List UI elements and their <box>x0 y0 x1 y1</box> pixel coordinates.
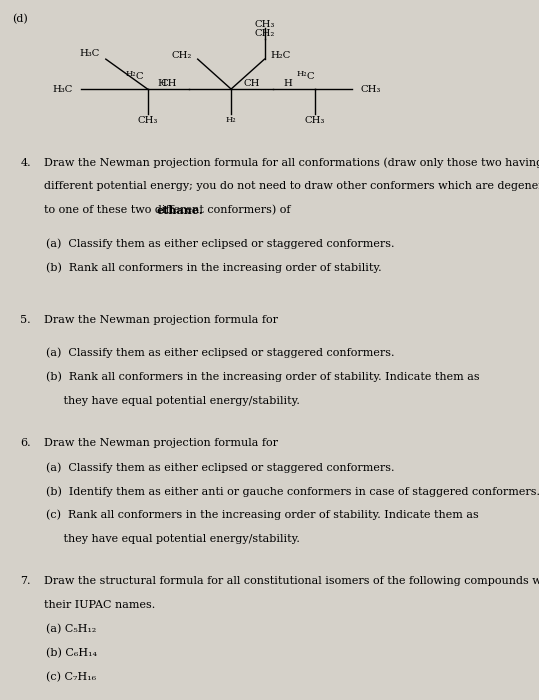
Text: Draw the structural formula for all constitutional isomers of the following comp: Draw the structural formula for all cons… <box>44 576 539 587</box>
Text: (b)  Identify them as either anti or gauche conformers in case of staggered conf: (b) Identify them as either anti or gauc… <box>46 486 539 496</box>
Text: (b)  Rank all conformers in the increasing order of stability. Indicate them as: (b) Rank all conformers in the increasin… <box>46 372 483 382</box>
Text: 5.: 5. <box>20 314 31 325</box>
Text: CH: CH <box>244 79 260 88</box>
Text: CH₃: CH₃ <box>254 20 275 29</box>
Text: Draw the Newman projection formula for: Draw the Newman projection formula for <box>44 438 282 448</box>
Text: to one of these two different conformers) of: to one of these two different conformers… <box>44 205 294 216</box>
Text: different potential energy; you do not need to draw other conformers which are d: different potential energy; you do not n… <box>44 181 539 191</box>
Text: CH₃: CH₃ <box>305 116 325 125</box>
Text: H₃C: H₃C <box>52 85 72 94</box>
Text: CH₃: CH₃ <box>137 116 158 125</box>
Text: (c) C₇H₁₆: (c) C₇H₁₆ <box>46 671 96 682</box>
Text: (b) C₆H₁₄: (b) C₆H₁₄ <box>46 648 97 658</box>
Text: H₂C: H₂C <box>271 50 291 60</box>
Text: CH₃: CH₃ <box>361 85 381 94</box>
Text: they have equal potential energy/stability.: they have equal potential energy/stabili… <box>46 533 300 543</box>
Text: 4.: 4. <box>20 158 31 167</box>
Text: (d): (d) <box>12 14 27 24</box>
Text: (a)  Classify them as either eclipsed or staggered conformers.: (a) Classify them as either eclipsed or … <box>46 348 395 358</box>
Text: Draw the Newman projection formula for: Draw the Newman projection formula for <box>44 314 282 325</box>
Text: Draw the Newman projection formula for all conformations (draw only those two ha: Draw the Newman projection formula for a… <box>44 158 539 168</box>
Text: H₃C: H₃C <box>79 49 100 58</box>
Text: H: H <box>158 79 167 88</box>
Text: C: C <box>135 72 143 81</box>
Text: H₂: H₂ <box>297 70 307 78</box>
Text: they have equal potential energy/stability.: they have equal potential energy/stabili… <box>46 395 300 405</box>
Text: (c)  Rank all conformers in the increasing order of stability. Indicate them as: (c) Rank all conformers in the increasin… <box>46 510 482 520</box>
Text: their IUPAC names.: their IUPAC names. <box>44 600 155 610</box>
Text: (a)  Classify them as either eclipsed or staggered conformers.: (a) Classify them as either eclipsed or … <box>46 239 395 249</box>
Text: CH₂: CH₂ <box>254 29 275 38</box>
Text: 6.: 6. <box>20 438 31 448</box>
Text: (a) C₅H₁₂: (a) C₅H₁₂ <box>46 624 96 634</box>
Text: ethane.: ethane. <box>157 205 204 216</box>
Text: (a)  Classify them as either eclipsed or staggered conformers.: (a) Classify them as either eclipsed or … <box>46 462 395 472</box>
Text: (b)  Rank all conformers in the increasing order of stability.: (b) Rank all conformers in the increasin… <box>46 262 382 273</box>
Text: H₂: H₂ <box>226 116 237 125</box>
Text: H₂: H₂ <box>126 70 136 78</box>
Text: H: H <box>283 79 292 88</box>
Text: 7.: 7. <box>20 576 31 587</box>
Text: CH: CH <box>160 79 177 88</box>
Text: CH₂: CH₂ <box>171 50 191 60</box>
Text: C: C <box>307 72 314 81</box>
